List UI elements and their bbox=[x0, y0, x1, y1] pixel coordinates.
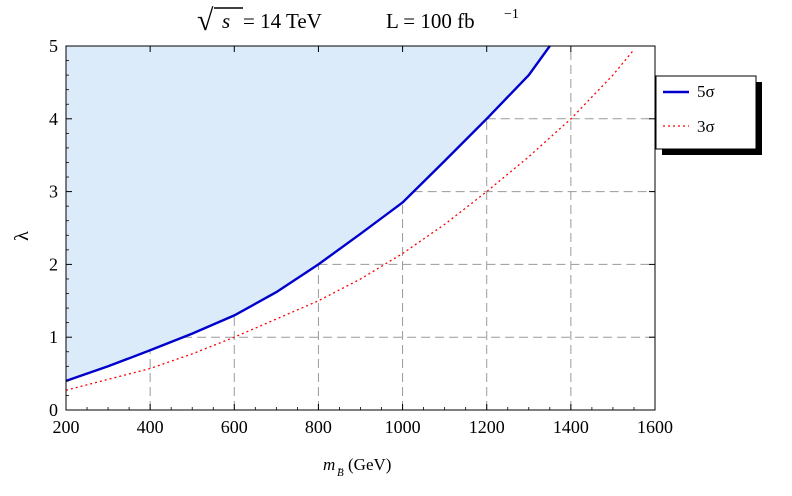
title-luminosity-exponent: −1 bbox=[504, 7, 519, 22]
chart-title: √ s = 14 TeV L = 100 fb −1 bbox=[197, 4, 519, 37]
y-tick-label: 0 bbox=[49, 400, 58, 420]
x-tick-label: 800 bbox=[305, 417, 332, 437]
y-tick-label: 5 bbox=[49, 36, 58, 56]
legend: 5σ 3σ bbox=[655, 75, 762, 155]
legend-5sigma-label: 5σ bbox=[697, 82, 715, 101]
title-sqrt-symbol: √ bbox=[197, 4, 214, 37]
plot-area: 200 400 600 800 1000 1200 1400 1600 0 1 2 3 4 5 bbox=[49, 36, 673, 437]
x-tick-label: 600 bbox=[221, 417, 248, 437]
series-3sigma-line bbox=[66, 49, 635, 391]
y-axis-label: λ bbox=[11, 231, 33, 241]
legend-box bbox=[655, 75, 757, 150]
x-axis-label-subscript: B bbox=[337, 467, 344, 479]
y-tick-label: 3 bbox=[49, 182, 58, 202]
x-axis-label-accent: ~ bbox=[338, 464, 343, 474]
title-sqrt-arg: s bbox=[222, 9, 230, 33]
x-tick-label: 400 bbox=[137, 417, 164, 437]
title-luminosity: L = 100 fb bbox=[386, 9, 475, 33]
x-tick-label: 1600 bbox=[637, 417, 673, 437]
y-tick-label: 2 bbox=[49, 254, 58, 274]
axis-ticks: 200 400 600 800 1000 1200 1400 1600 0 1 2 3 4 5 bbox=[49, 36, 673, 437]
x-axis-label: m ~ B (GeV) bbox=[323, 455, 391, 479]
legend-3sigma-label: 3σ bbox=[697, 117, 715, 136]
x-tick-label: 1200 bbox=[469, 417, 505, 437]
x-tick-label: 1000 bbox=[385, 417, 421, 437]
title-energy: = 14 TeV bbox=[243, 9, 322, 33]
y-tick-label: 1 bbox=[49, 327, 58, 347]
x-axis-label-unit: (GeV) bbox=[348, 455, 391, 474]
y-tick-label: 4 bbox=[49, 109, 58, 129]
series-5sigma-line bbox=[66, 46, 551, 383]
x-tick-label: 1400 bbox=[553, 417, 589, 437]
series-5sigma-fill bbox=[66, 46, 550, 381]
x-tick-label: 200 bbox=[53, 417, 80, 437]
x-axis-label-symbol: m bbox=[323, 455, 335, 474]
